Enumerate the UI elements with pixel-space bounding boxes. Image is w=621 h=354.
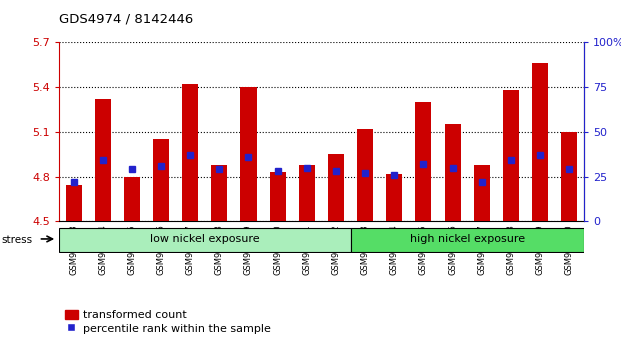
Bar bbox=[474, 165, 490, 221]
Bar bbox=[386, 173, 402, 221]
Bar bbox=[561, 132, 577, 221]
Bar bbox=[124, 177, 140, 221]
Bar bbox=[357, 129, 373, 221]
Bar bbox=[182, 84, 198, 221]
Bar bbox=[270, 172, 286, 221]
Bar bbox=[328, 154, 344, 221]
Bar bbox=[240, 87, 256, 221]
Bar bbox=[66, 185, 81, 221]
Bar bbox=[95, 99, 111, 221]
Bar bbox=[153, 139, 169, 221]
Text: stress: stress bbox=[1, 235, 32, 245]
Text: high nickel exposure: high nickel exposure bbox=[410, 234, 525, 244]
Bar bbox=[59, 228, 350, 252]
Bar bbox=[503, 90, 519, 221]
Bar bbox=[299, 165, 315, 221]
Text: GDS4974 / 8142446: GDS4974 / 8142446 bbox=[59, 12, 193, 25]
Bar bbox=[532, 63, 548, 221]
Bar bbox=[445, 124, 461, 221]
Bar bbox=[350, 228, 584, 252]
Legend: transformed count, percentile rank within the sample: transformed count, percentile rank withi… bbox=[65, 310, 271, 334]
Bar bbox=[415, 102, 432, 221]
Bar bbox=[211, 165, 227, 221]
Text: low nickel exposure: low nickel exposure bbox=[150, 234, 260, 244]
